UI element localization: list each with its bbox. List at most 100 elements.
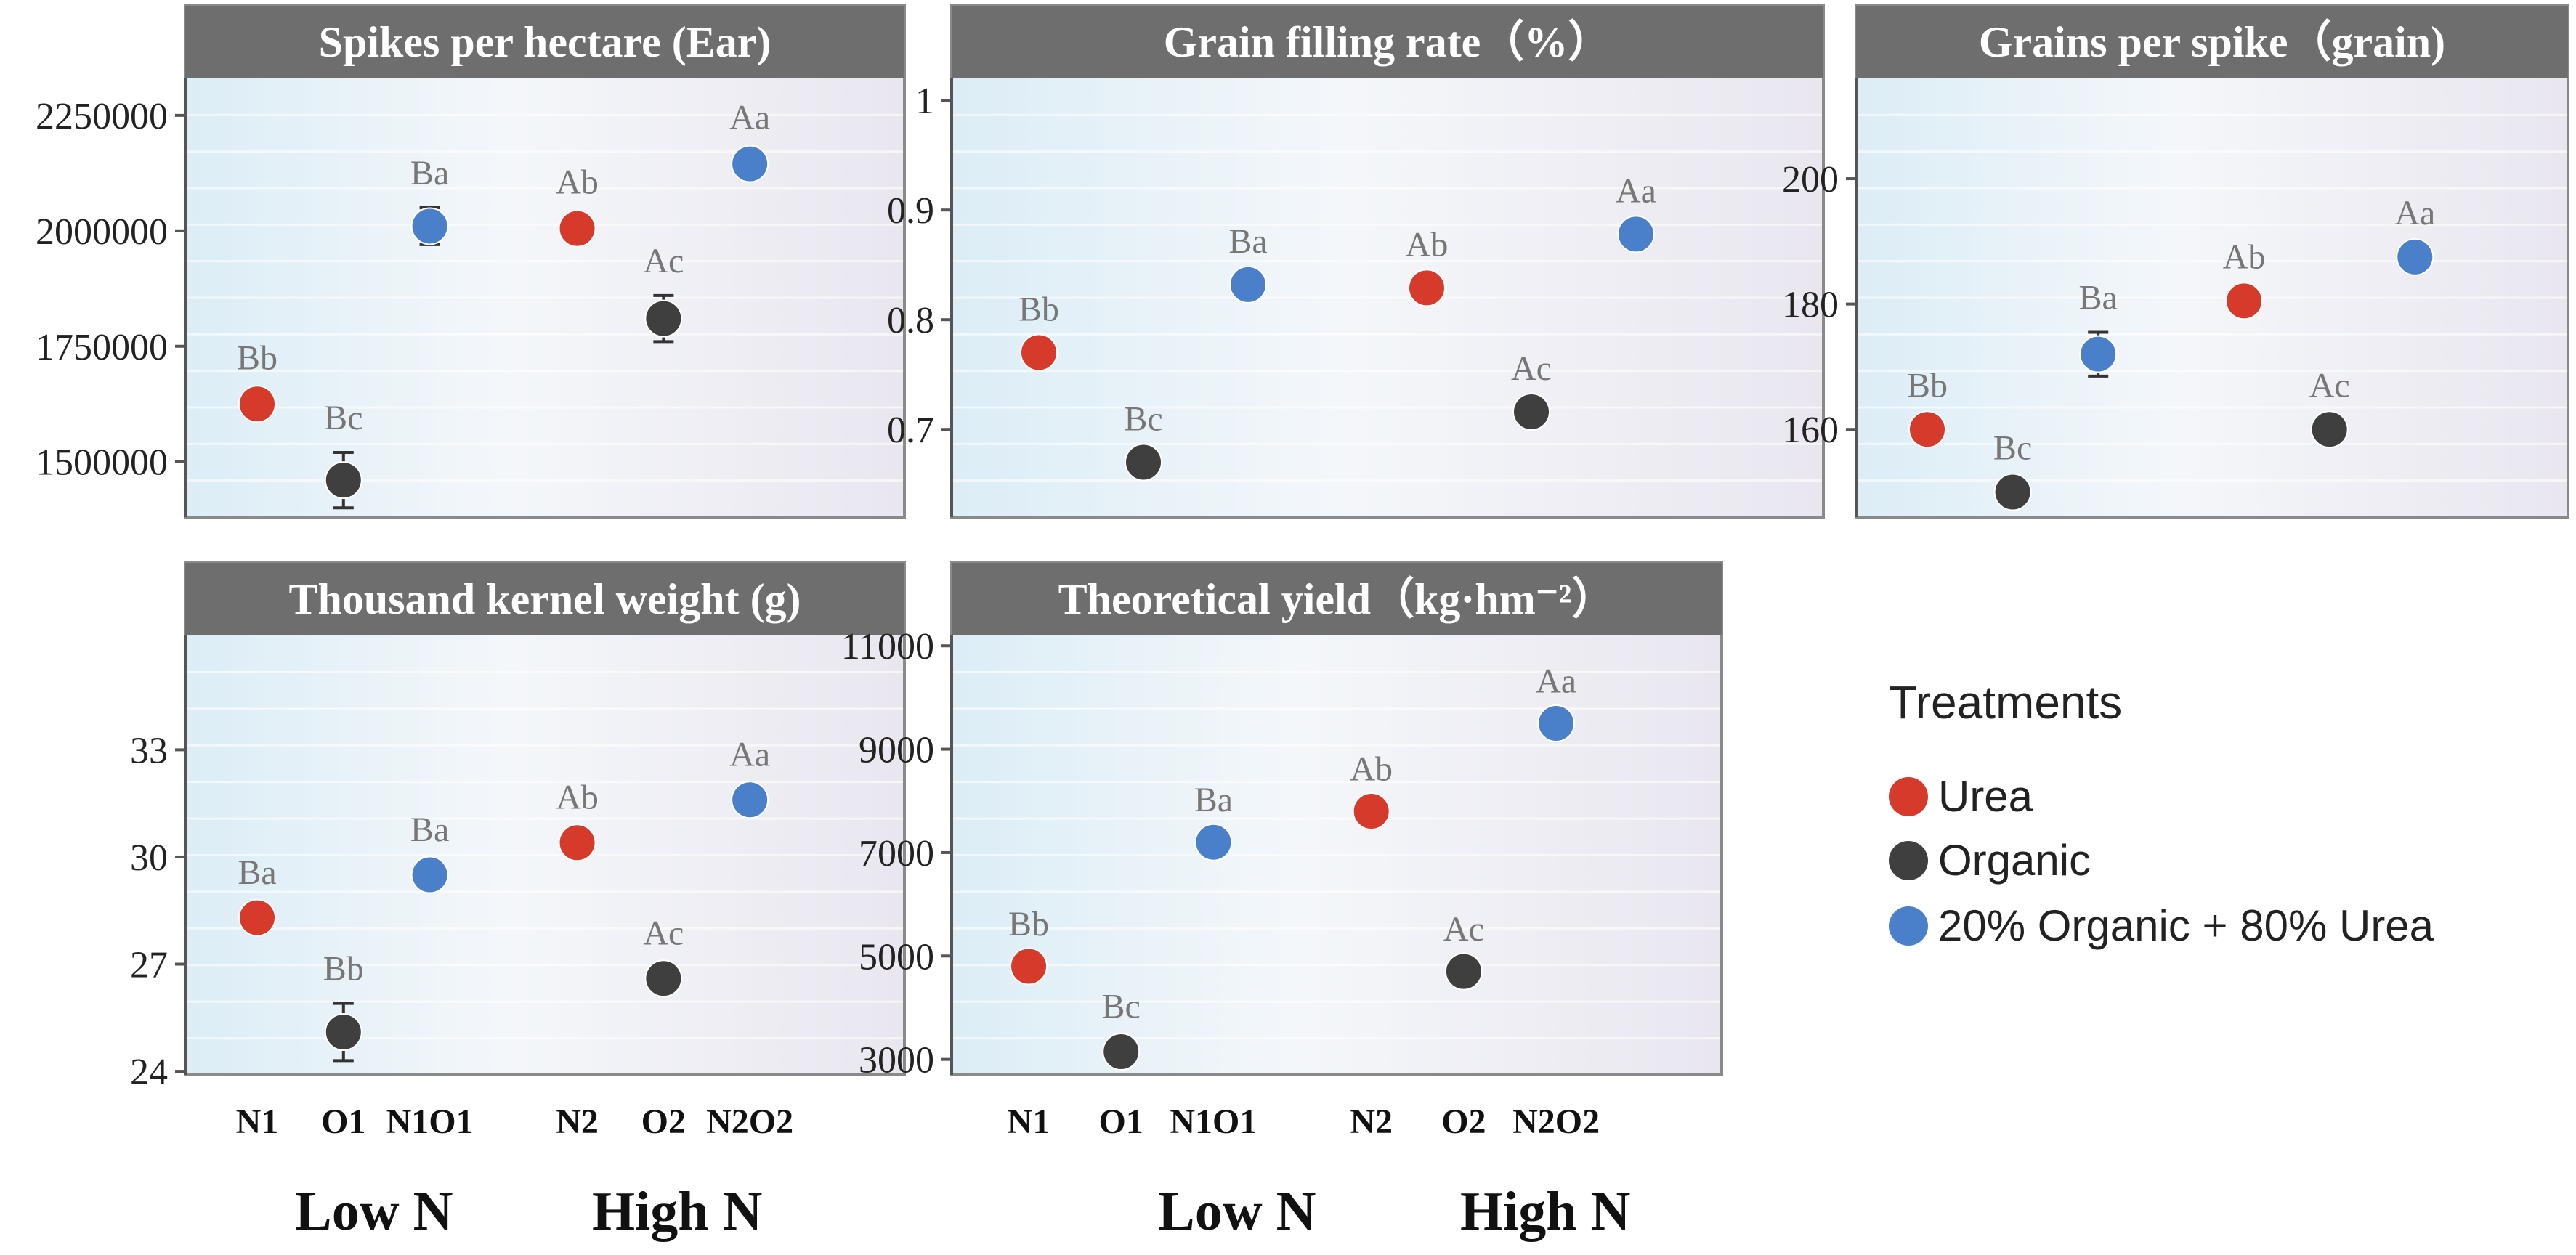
legend-marker-mixed <box>1889 906 1928 946</box>
significance-label: Ab <box>556 163 599 202</box>
x-tick-label: O2 <box>641 1102 686 1141</box>
significance-label: Ac <box>1443 910 1484 949</box>
data-point-n1o1 <box>2079 335 2118 373</box>
x-tick-label: N1 <box>1008 1102 1050 1141</box>
significance-label: Bb <box>1008 905 1049 943</box>
chart-panel-3: Grains per spike（grain) 160 180 200 Bb Bc Ba Ab… <box>1782 4 2569 519</box>
panel-header <box>952 563 1722 635</box>
data-point-n2o2 <box>731 145 769 183</box>
data-point-o2 <box>644 299 683 338</box>
chart-title: Theoretical yield（kg·hm⁻²） <box>1058 574 1616 623</box>
significance-label: Bb <box>323 950 364 988</box>
data-point-o2 <box>1444 952 1483 991</box>
significance-label: Bc <box>1102 988 1141 1026</box>
y-tick-label: 0.9 <box>887 190 934 232</box>
group-label-high-n-left: High N <box>592 1181 763 1242</box>
legend-label-organic: Organic <box>1938 836 2091 885</box>
y-tick-label: 180 <box>1782 285 1839 326</box>
x-tick-label: N2O2 <box>1512 1102 1600 1141</box>
data-point-n2o2 <box>1537 704 1576 742</box>
data-point-o1 <box>1993 473 2032 511</box>
y-tick-label: 1750000 <box>36 327 168 368</box>
x-tick-label: N2O2 <box>706 1102 793 1141</box>
panel-header <box>1856 6 2568 78</box>
data-point-o1 <box>1102 1032 1141 1071</box>
significance-label: Aa <box>729 99 770 137</box>
significance-label: Aa <box>1616 171 1656 210</box>
x-tick-label: N2 <box>1350 1102 1393 1141</box>
panel-header <box>952 6 1823 78</box>
y-tick-label: 30 <box>130 837 168 879</box>
data-point-n1 <box>1010 947 1048 986</box>
y-tick-label: 7000 <box>859 833 934 874</box>
data-point-o1 <box>1125 443 1162 482</box>
panel-header <box>185 6 904 78</box>
significance-label: Aa <box>2394 194 2435 232</box>
significance-label: Ba <box>410 811 449 849</box>
significance-label: Bc <box>324 399 362 437</box>
data-point-n2 <box>558 209 596 248</box>
legend-label-urea: Urea <box>1938 772 2033 821</box>
x-tick-label: O1 <box>1099 1102 1143 1141</box>
panel-header <box>185 563 904 635</box>
significance-label: Aa <box>729 736 770 774</box>
significance-label: Ab <box>1406 225 1449 264</box>
data-point-n1o1 <box>410 856 449 894</box>
y-tick-label: 200 <box>1782 159 1839 200</box>
legend-item-mixed: 20% Organic + 80% Urea <box>1889 901 2434 951</box>
chart-title: Thousand kernel weight (g) <box>288 575 801 623</box>
legend-item-organic: Organic <box>1889 835 2091 885</box>
legend-item-urea: Urea <box>1889 771 2033 821</box>
x-tick-label: N1 <box>236 1102 279 1141</box>
legend-marker-urea <box>1889 776 1928 816</box>
significance-label: Ba <box>238 853 276 892</box>
chart-panel-1: Spikes per hectare (Ear) 1500000 1750000 20… <box>36 4 906 519</box>
significance-label: Ab <box>556 779 599 817</box>
significance-label: Bb <box>1907 366 1948 405</box>
x-tick-label: O2 <box>1441 1102 1486 1141</box>
data-point-n1o1 <box>1229 265 1267 304</box>
data-point-o2 <box>644 959 683 998</box>
y-tick-label: 2250000 <box>36 96 168 137</box>
significance-label: Bb <box>237 338 278 377</box>
significance-label: Bc <box>1124 399 1162 438</box>
data-point-n1o1 <box>1194 823 1233 861</box>
group-label-low-n-left: Low N <box>295 1181 453 1242</box>
significance-label: Aa <box>1536 662 1576 700</box>
data-point-n1o1 <box>410 207 449 245</box>
data-point-n2o2 <box>1617 215 1655 253</box>
significance-label: Ba <box>410 154 449 192</box>
y-tick-label: 9000 <box>859 730 934 771</box>
data-point-n1 <box>1908 410 1946 449</box>
y-tick-label: 3000 <box>859 1040 934 1081</box>
significance-label: Ab <box>2223 237 2266 276</box>
data-point-n1 <box>238 385 276 423</box>
significance-label: Ac <box>643 914 684 952</box>
data-point-o2 <box>1512 393 1550 431</box>
significance-label: Ba <box>1194 781 1233 819</box>
data-point-o1 <box>324 1012 362 1051</box>
legend-title: Treatments <box>1889 676 2123 728</box>
y-tick-label: 2000000 <box>36 211 168 253</box>
data-point-n2 <box>2225 282 2264 320</box>
y-tick-label: 1 <box>915 81 934 122</box>
data-point-n1 <box>238 898 276 937</box>
data-point-n2 <box>558 824 596 862</box>
significance-label: Ac <box>643 242 684 280</box>
y-tick-label: 11000 <box>841 626 934 667</box>
chart-title: Spikes per hectare (Ear) <box>319 18 771 66</box>
x-tick-label: N1O1 <box>1170 1102 1257 1141</box>
y-tick-label: 24 <box>130 1052 168 1093</box>
data-point-n2 <box>1352 792 1390 830</box>
legend-marker-organic <box>1889 840 1928 880</box>
significance-label: Ba <box>2079 278 2118 317</box>
y-tick-label: 0.7 <box>887 410 934 451</box>
y-tick-label: 160 <box>1782 410 1839 451</box>
chart-title: Grain filling rate（%） <box>1164 17 1612 66</box>
significance-label: Ac <box>1511 349 1552 388</box>
group-label-high-n-right: High N <box>1460 1181 1631 1242</box>
significance-label: Ac <box>2309 366 2350 405</box>
